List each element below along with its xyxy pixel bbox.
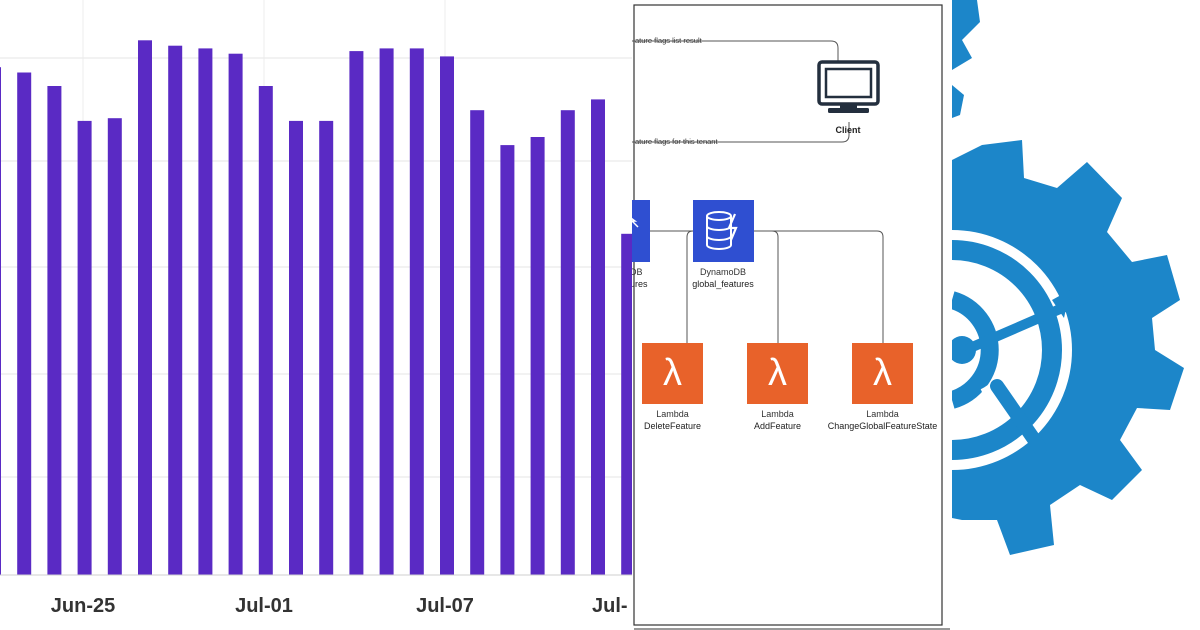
svg-text:λ: λ <box>768 352 787 394</box>
bar <box>228 53 243 575</box>
bar-chart-panel: Jun-25 Jul-01 Jul-07 Jul- <box>0 0 632 617</box>
edge-label-for-tenant: ature flags for this tenant <box>635 137 718 146</box>
client-label: Client <box>835 125 860 135</box>
lambda-node-delete-feature: λ Lambda DeleteFeature <box>642 343 703 431</box>
lambda-node-change-global-feature-state: λ Lambda ChangeGlobalFeatureState <box>828 343 938 431</box>
diagram-frame <box>633 4 943 626</box>
lambda-name: DeleteFeature <box>644 421 701 431</box>
bar <box>500 145 515 575</box>
lambda-type: Lambda <box>761 409 794 419</box>
lambda-type: Lambda <box>656 409 689 419</box>
lambda-icon <box>747 343 808 404</box>
architecture-diagram-panel: ature flags list result ature flags for … <box>632 0 952 630</box>
bar <box>621 233 632 576</box>
gear-target-icon <box>952 0 1184 555</box>
connector-list-result <box>632 40 839 62</box>
bar <box>379 48 394 575</box>
bar <box>138 40 152 576</box>
x-tick-label: Jun-25 <box>51 595 115 617</box>
bar <box>258 86 273 575</box>
x-tick-labels: Jun-25 Jul-01 Jul-07 Jul- <box>51 595 628 617</box>
bar <box>560 110 575 575</box>
lambda-name: ChangeGlobalFeatureState <box>828 421 938 431</box>
bar-chart: Jun-25 Jul-01 Jul-07 Jul- <box>0 0 632 617</box>
bar <box>591 99 605 576</box>
bar <box>107 118 122 575</box>
svg-text:λ: λ <box>873 352 892 394</box>
dynamodb-global-name: global_features <box>692 279 754 289</box>
x-tick-label: Jul- <box>592 595 628 617</box>
connector-add-feature <box>754 230 779 343</box>
gear-graphic-panel <box>952 0 1200 630</box>
x-tick-label: Jul-01 <box>235 595 293 617</box>
lambda-icon <box>852 343 913 404</box>
bar <box>47 86 62 575</box>
bar <box>0 67 1 575</box>
dynamodb-icon <box>693 200 754 262</box>
lambda-node-add-feature: λ Lambda AddFeature <box>747 343 808 431</box>
bar <box>17 72 32 575</box>
bar <box>440 56 454 575</box>
client-node: Client <box>817 60 880 135</box>
architecture-diagram: ature flags list result ature flags for … <box>632 4 950 630</box>
edge-label-list-result: ature flags list result <box>635 36 703 45</box>
lambda-type: Lambda <box>866 409 899 419</box>
dynamodb-partial-type: DB <box>632 267 643 277</box>
bar <box>289 120 303 576</box>
main-gear-icon <box>952 140 1184 555</box>
dynamodb-icon <box>632 200 650 262</box>
bar <box>168 45 183 575</box>
dynamodb-global-type: DynamoDB <box>700 267 746 277</box>
monitor-icon <box>817 60 880 113</box>
bar <box>319 120 334 576</box>
bar <box>530 137 545 575</box>
bar <box>470 110 485 575</box>
small-gear-icon <box>952 0 980 70</box>
lambda-icon <box>642 343 703 404</box>
connector-global-dynamo <box>672 230 884 343</box>
bar <box>77 120 92 576</box>
dynamodb-global-node: DynamoDB global_features <box>692 200 754 289</box>
bar <box>198 48 213 575</box>
lambda-name: AddFeature <box>754 421 801 431</box>
bar <box>409 48 424 575</box>
chart-bars <box>0 40 632 576</box>
bar <box>349 51 364 576</box>
svg-text:λ: λ <box>663 352 682 394</box>
x-tick-label: Jul-07 <box>416 595 474 617</box>
dynamodb-partial-name: ures <box>632 279 648 289</box>
connector-for-tenant <box>632 122 850 143</box>
arrow-icon <box>965 282 1112 455</box>
dynamodb-partial-node: DB ures <box>632 200 650 289</box>
